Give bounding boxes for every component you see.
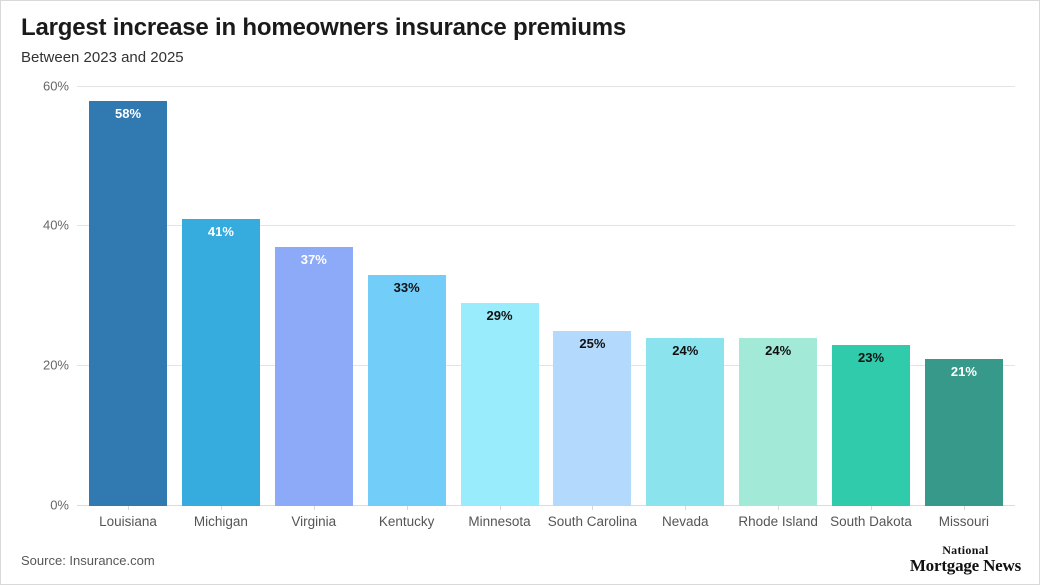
value-label: 33%: [393, 280, 420, 296]
value-label: 41%: [207, 224, 234, 240]
bar-rhode-island[interactable]: 24%: [739, 338, 818, 506]
bar-south-carolina[interactable]: 25%: [553, 331, 632, 506]
x-axis-tick: [313, 505, 315, 510]
x-label-michigan: Michigan: [182, 514, 260, 529]
bars-container: 58% 41% 37% 33% 29% 25% 24% 24% 23% 21%: [77, 87, 1015, 506]
x-label-virginia: Virginia: [275, 514, 353, 529]
x-axis-tick: [871, 505, 873, 510]
x-label-text: South Dakota: [830, 513, 912, 529]
value-label: 29%: [486, 308, 513, 324]
y-tick-label: 20%: [42, 357, 69, 373]
x-label-louisiana: Louisiana: [89, 514, 167, 529]
bar-south-dakota[interactable]: 23%: [832, 344, 910, 506]
x-label-text: Virginia: [291, 513, 337, 529]
bar-minnesota[interactable]: 29%: [460, 303, 539, 506]
value-label: 24%: [672, 343, 699, 358]
x-label-kentucky: Kentucky: [368, 514, 446, 529]
bar-nevada[interactable]: 24%: [646, 338, 725, 506]
bar-virginia[interactable]: 37%: [274, 247, 353, 506]
footer: Source: Insurance.com National Mortgage …: [21, 544, 1021, 574]
x-label-rhode-island: Rhode Island: [738, 513, 818, 529]
y-tick-label: 60%: [42, 78, 69, 94]
plot-area: 0% 20% 40% 60% 58% 41% 37% 33% 29% 25% 24% 24% 23% 21…: [43, 78, 1015, 512]
x-label-text: Minnesota: [468, 513, 531, 529]
bar-missouri[interactable]: 21%: [924, 358, 1003, 506]
x-axis-tick: [778, 505, 780, 510]
value-label: 58%: [114, 105, 142, 121]
x-axis-tick: [220, 505, 222, 510]
x-label-text: Louisiana: [99, 513, 157, 529]
x-label-text: Michigan: [193, 513, 248, 529]
value-label: 23%: [857, 349, 885, 365]
value-label: 24%: [765, 343, 792, 358]
gridline-20%: 20%: [43, 357, 1015, 372]
gridline-40%: 40%: [43, 218, 1015, 233]
gridline-60%: 60%: [43, 78, 1015, 93]
x-axis-tick: [964, 505, 965, 510]
gridline-0%: 0%: [50, 497, 1015, 512]
value-label: 21%: [950, 363, 977, 379]
bar-michigan[interactable]: 41%: [181, 219, 260, 506]
logo-line1: National: [942, 543, 989, 557]
bar-chart: 0% 20% 40% 60% 58% 41% 37% 33% 29% 25% 24% 24% 23% 21…: [21, 78, 1019, 535]
x-axis-tick: [592, 505, 594, 510]
bar-louisiana[interactable]: 58%: [89, 100, 167, 506]
page-subtitle: Between 2023 and 2025: [21, 48, 184, 66]
x-axis-tick: [128, 505, 129, 510]
logo-line2: Mortgage News: [909, 556, 1021, 575]
x-label-text: Rhode Island: [738, 513, 818, 529]
x-axis-tick: [499, 505, 501, 510]
y-tick-label: 40%: [42, 217, 69, 233]
x-axis-tick: [685, 505, 687, 510]
x-label-text: Kentucky: [378, 513, 435, 529]
x-label-nevada: Nevada: [646, 514, 724, 529]
x-label-missouri: Missouri: [925, 514, 1003, 529]
bar-kentucky[interactable]: 33%: [367, 275, 446, 506]
x-label-text: South Carolina: [547, 513, 638, 529]
y-tick-label: 0%: [50, 497, 69, 513]
value-label: 25%: [579, 336, 606, 352]
page-title: Largest increase in homeowners insurance…: [21, 14, 627, 41]
national-mortgage-news-logo: National Mortgage News: [910, 544, 1021, 574]
x-axis-labels: Louisiana Michigan Virginia Kentucky Minneso…: [77, 514, 1015, 529]
x-label-text: Nevada: [661, 513, 709, 529]
x-axis-tick: [406, 505, 408, 510]
value-label: 37%: [300, 252, 327, 268]
x-label-south-carolina: South Carolina: [548, 514, 637, 529]
source-note: Source: Insurance.com: [21, 553, 155, 568]
x-label-text: Missouri: [938, 513, 989, 529]
x-label-minnesota: Minnesota: [461, 514, 539, 529]
x-label-south-dakota: South Dakota: [830, 513, 912, 529]
